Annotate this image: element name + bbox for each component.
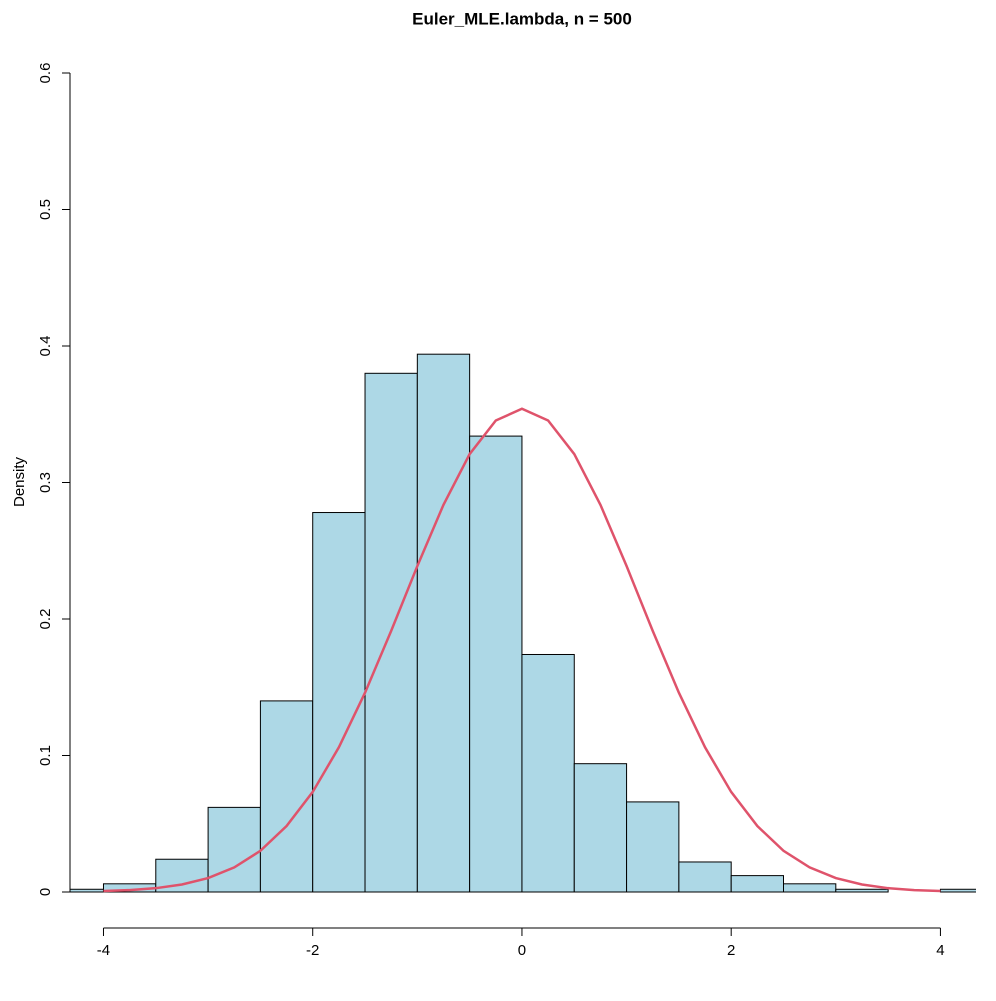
bar [416, 353, 471, 893]
bar [521, 653, 575, 893]
bar [364, 372, 418, 893]
bar [835, 888, 889, 893]
y-tick-label: 0.2 [37, 609, 54, 630]
y-tick-label: 0 [37, 888, 54, 896]
bar [207, 806, 261, 893]
density-curve [103, 407, 941, 893]
bar [259, 700, 314, 893]
bar [573, 763, 628, 893]
y-axis-label: Density [11, 456, 28, 507]
chart-title: Euler_MLE.lambda, n = 500 [412, 9, 632, 28]
bar [678, 861, 732, 893]
y-tick-label: 0.4 [37, 336, 54, 357]
y-tick-label: 0.6 [37, 63, 54, 84]
bar [469, 435, 523, 893]
x-tick-label: 0 [518, 942, 526, 959]
bar [783, 883, 837, 893]
bar [312, 512, 366, 893]
bar [939, 888, 976, 893]
y-tick-label: 0.3 [37, 472, 54, 493]
y-tick-label: 0.1 [37, 745, 54, 766]
x-tick-label: 4 [936, 942, 944, 959]
bar [626, 801, 680, 893]
bar [730, 875, 785, 893]
y-tick-label: 0.5 [37, 199, 54, 220]
x-tick-label: -4 [97, 942, 110, 959]
x-tick-label: -2 [306, 942, 319, 959]
bar [70, 888, 104, 893]
x-tick-label: 2 [727, 942, 735, 959]
